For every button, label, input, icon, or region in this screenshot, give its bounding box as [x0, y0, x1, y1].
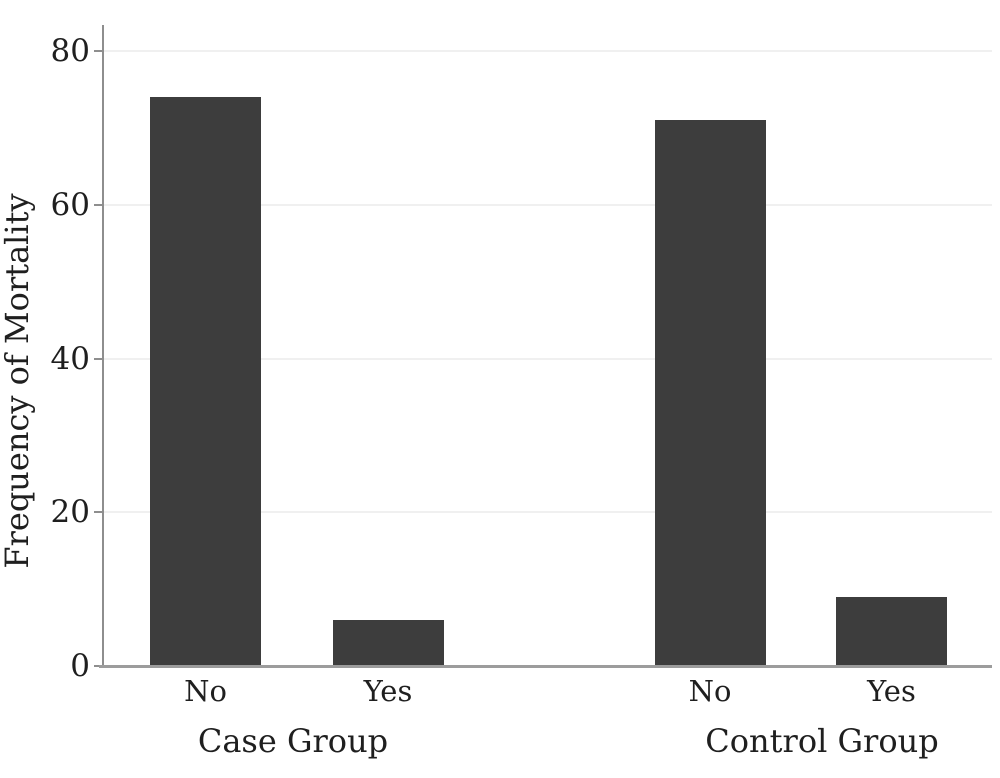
y-tick-label-40: 40	[50, 340, 90, 377]
y-tick-40	[94, 357, 103, 360]
y-tick-80	[94, 50, 103, 52]
bar-control-group-yes	[836, 597, 947, 666]
y-tick-label-60: 60	[50, 186, 90, 223]
y-tick-0	[94, 665, 103, 667]
x-category-label: Yes	[363, 674, 413, 708]
bar-case-group-no	[150, 97, 261, 666]
y-axis-line	[102, 25, 104, 668]
x-group-label: Control Group	[705, 722, 939, 760]
bar-case-group-yes	[332, 620, 444, 666]
x-group-label: Case Group	[197, 722, 389, 760]
y-tick-label-20: 20	[50, 494, 90, 531]
x-category-label: No	[688, 674, 732, 708]
gridline-40	[103, 357, 992, 360]
gridline-60	[103, 203, 992, 206]
gridline-20	[103, 511, 992, 514]
y-tick-60	[94, 203, 103, 206]
y-tick-label-80: 80	[50, 33, 90, 69]
gridline-80	[103, 50, 992, 52]
x-category-label: Yes	[867, 674, 916, 708]
bar-control-group-no	[654, 120, 766, 666]
y-tick-20	[94, 511, 103, 514]
y-tick-label-0: 0	[70, 648, 90, 684]
x-category-label: No	[184, 674, 227, 708]
x-axis-line	[99, 665, 992, 668]
